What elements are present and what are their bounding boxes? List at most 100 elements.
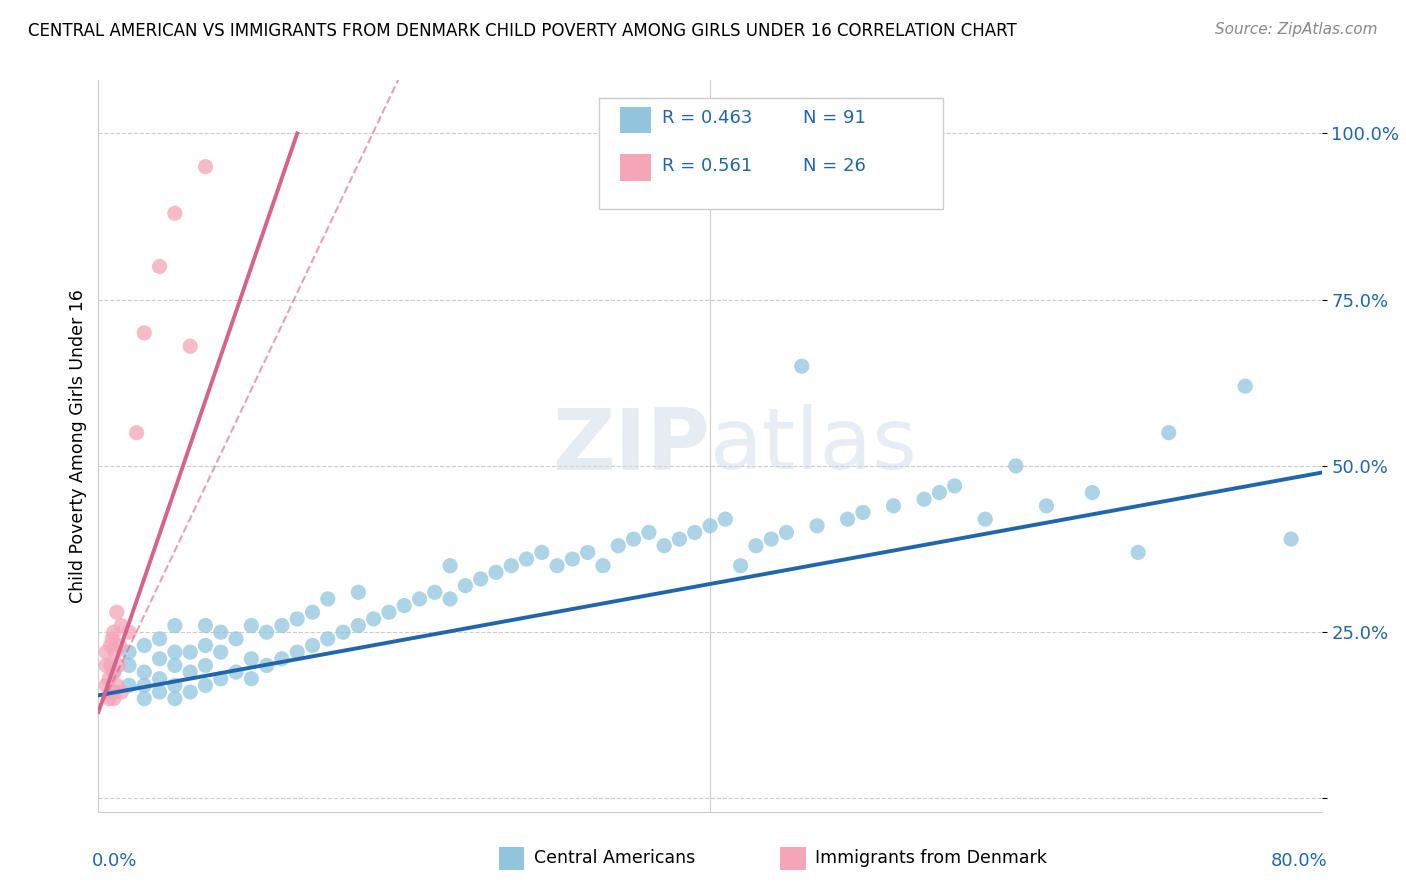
Point [101,685,124,699]
Point [108,639,131,653]
Point [149,260,172,274]
Point [501,558,523,573]
Point [928,485,950,500]
Point [806,518,828,533]
Point [408,591,430,606]
Point [363,612,385,626]
Point [194,639,217,653]
Point [256,625,278,640]
Point [637,525,661,540]
Point [1081,485,1104,500]
Point [118,645,141,659]
Point [98,672,121,686]
Point [103,685,125,699]
Point [100,658,122,673]
Point [134,678,156,692]
Point [209,625,232,640]
Point [163,678,186,692]
Point [714,512,737,526]
Point [118,678,141,692]
Point [332,625,354,640]
Point [240,618,263,632]
Point [943,479,966,493]
Point [107,658,129,673]
Text: N = 26: N = 26 [803,158,866,176]
Point [316,591,339,606]
Point [110,685,132,699]
Text: R = 0.561: R = 0.561 [662,158,752,176]
Point [485,566,508,580]
Point [347,585,370,599]
Point [194,160,217,174]
Point [134,691,156,706]
Point [516,552,538,566]
Point [179,665,201,679]
Point [94,678,117,692]
Point [423,585,446,599]
Point [439,591,461,606]
Point [285,612,308,626]
Point [163,618,186,632]
Point [149,652,172,666]
Text: 0.0%: 0.0% [93,852,138,870]
Point [378,605,401,619]
Point [790,359,813,374]
Point [546,558,568,573]
Point [103,625,125,640]
Point [652,539,675,553]
Point [1234,379,1257,393]
Point [883,499,905,513]
Point [209,645,232,659]
Point [105,605,128,619]
Point [974,512,997,526]
Text: N = 91: N = 91 [803,110,866,128]
Point [1004,458,1026,473]
Point [240,672,263,686]
Point [110,618,132,632]
Text: Central Americans: Central Americans [534,849,696,867]
Point [149,672,172,686]
Point [1035,499,1057,513]
Point [530,545,553,559]
Point [240,652,263,666]
Point [745,539,768,553]
Point [101,632,124,646]
Point [118,658,141,673]
Text: ZIP: ZIP [553,404,710,488]
Text: Source: ZipAtlas.com: Source: ZipAtlas.com [1215,22,1378,37]
Text: CENTRAL AMERICAN VS IMMIGRANTS FROM DENMARK CHILD POVERTY AMONG GIRLS UNDER 16 C: CENTRAL AMERICAN VS IMMIGRANTS FROM DENM… [28,22,1017,40]
Point [1279,532,1302,546]
Point [149,632,172,646]
Point [134,639,156,653]
Point [134,326,156,340]
Point [179,339,201,353]
Point [103,691,125,706]
Point [576,545,599,559]
Point [105,678,128,692]
Point [347,618,370,632]
Point [470,572,492,586]
Point [607,539,630,553]
Point [1157,425,1180,440]
Point [194,658,217,673]
Point [179,685,201,699]
Point [163,691,186,706]
Point [149,685,172,699]
Point [852,506,875,520]
Point [285,645,308,659]
Point [439,558,461,573]
Point [103,665,125,679]
Point [392,599,416,613]
Point [104,645,127,659]
Text: atlas: atlas [710,404,918,488]
Point [256,658,278,673]
Point [209,672,232,686]
Text: R = 0.463: R = 0.463 [662,110,752,128]
Point [668,532,690,546]
Point [134,665,156,679]
Point [730,558,752,573]
Point [194,678,217,692]
Point [301,639,323,653]
Point [163,645,186,659]
Point [775,525,797,540]
